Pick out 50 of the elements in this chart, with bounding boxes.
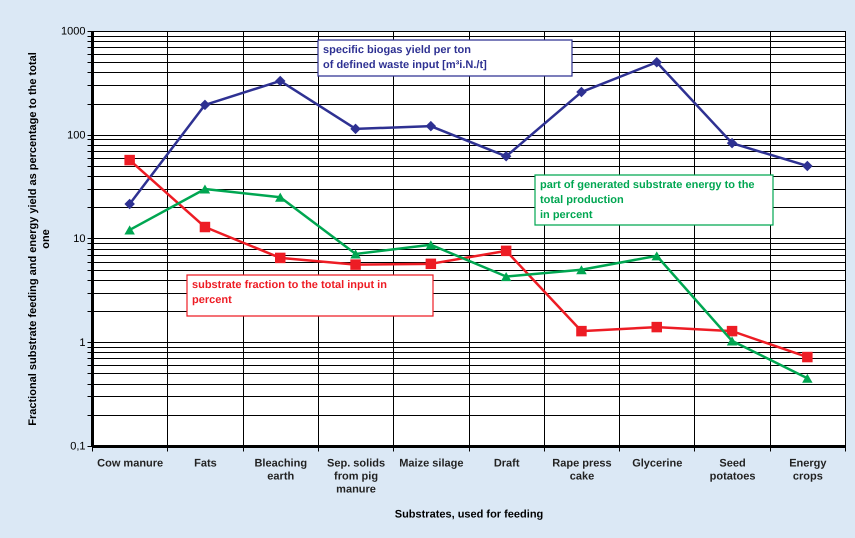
y-tick-label: 1 xyxy=(79,336,86,349)
point xyxy=(124,198,135,210)
point xyxy=(124,154,135,166)
point xyxy=(726,138,738,148)
x-tick-label: Seed potatoes xyxy=(710,458,756,482)
x-tick-label: Glycerine xyxy=(632,458,682,470)
point xyxy=(500,272,512,282)
point xyxy=(652,56,662,68)
text: part of generated substrate energy to the total production in percent xyxy=(540,179,755,221)
point xyxy=(275,76,286,86)
point xyxy=(200,184,210,194)
point xyxy=(200,222,210,232)
point xyxy=(426,120,436,132)
y-tick-label: 100 xyxy=(67,129,86,142)
point xyxy=(576,326,587,336)
y-tick-label: 10 xyxy=(73,233,86,245)
x-tick-label: Fats xyxy=(194,458,217,470)
x-tick-label: Sep. solids from pig manure xyxy=(327,458,386,496)
x-tick-label: Maize silage xyxy=(399,458,464,470)
series-label: substrate fraction to the total input in percent xyxy=(192,279,388,306)
y-tick-label: 0,1 xyxy=(70,440,86,452)
point xyxy=(726,336,738,346)
y-axis-title: Fractional substrate feeding and energy yield as percentage to the total one xyxy=(27,52,52,426)
point xyxy=(200,100,210,110)
point xyxy=(652,251,662,260)
point xyxy=(426,240,436,250)
x-tick-label: Bleaching earth xyxy=(254,458,308,482)
point xyxy=(426,258,436,270)
point xyxy=(275,192,286,202)
point xyxy=(350,124,361,134)
x-tick-label: Draft xyxy=(494,458,520,470)
text: specific biogas yield per ton of defined waste input [m³i.N./t] xyxy=(323,44,488,71)
point xyxy=(350,249,361,258)
y-tick-label: 1000 xyxy=(61,26,86,38)
point xyxy=(500,246,512,256)
point xyxy=(652,322,662,332)
point xyxy=(275,252,286,264)
point xyxy=(576,265,587,274)
point xyxy=(802,374,813,383)
point xyxy=(802,160,813,172)
point xyxy=(350,259,361,270)
point xyxy=(576,86,587,98)
point xyxy=(124,225,135,234)
point xyxy=(726,326,738,336)
x-tick-label: Rape press cake xyxy=(552,458,612,482)
point xyxy=(802,352,813,362)
x-axis-title: Substrates, used for feeding xyxy=(394,508,544,520)
point xyxy=(500,151,512,162)
x-tick-label: Energy crops xyxy=(789,458,828,482)
x-tick-label: Cow manure xyxy=(97,458,164,470)
